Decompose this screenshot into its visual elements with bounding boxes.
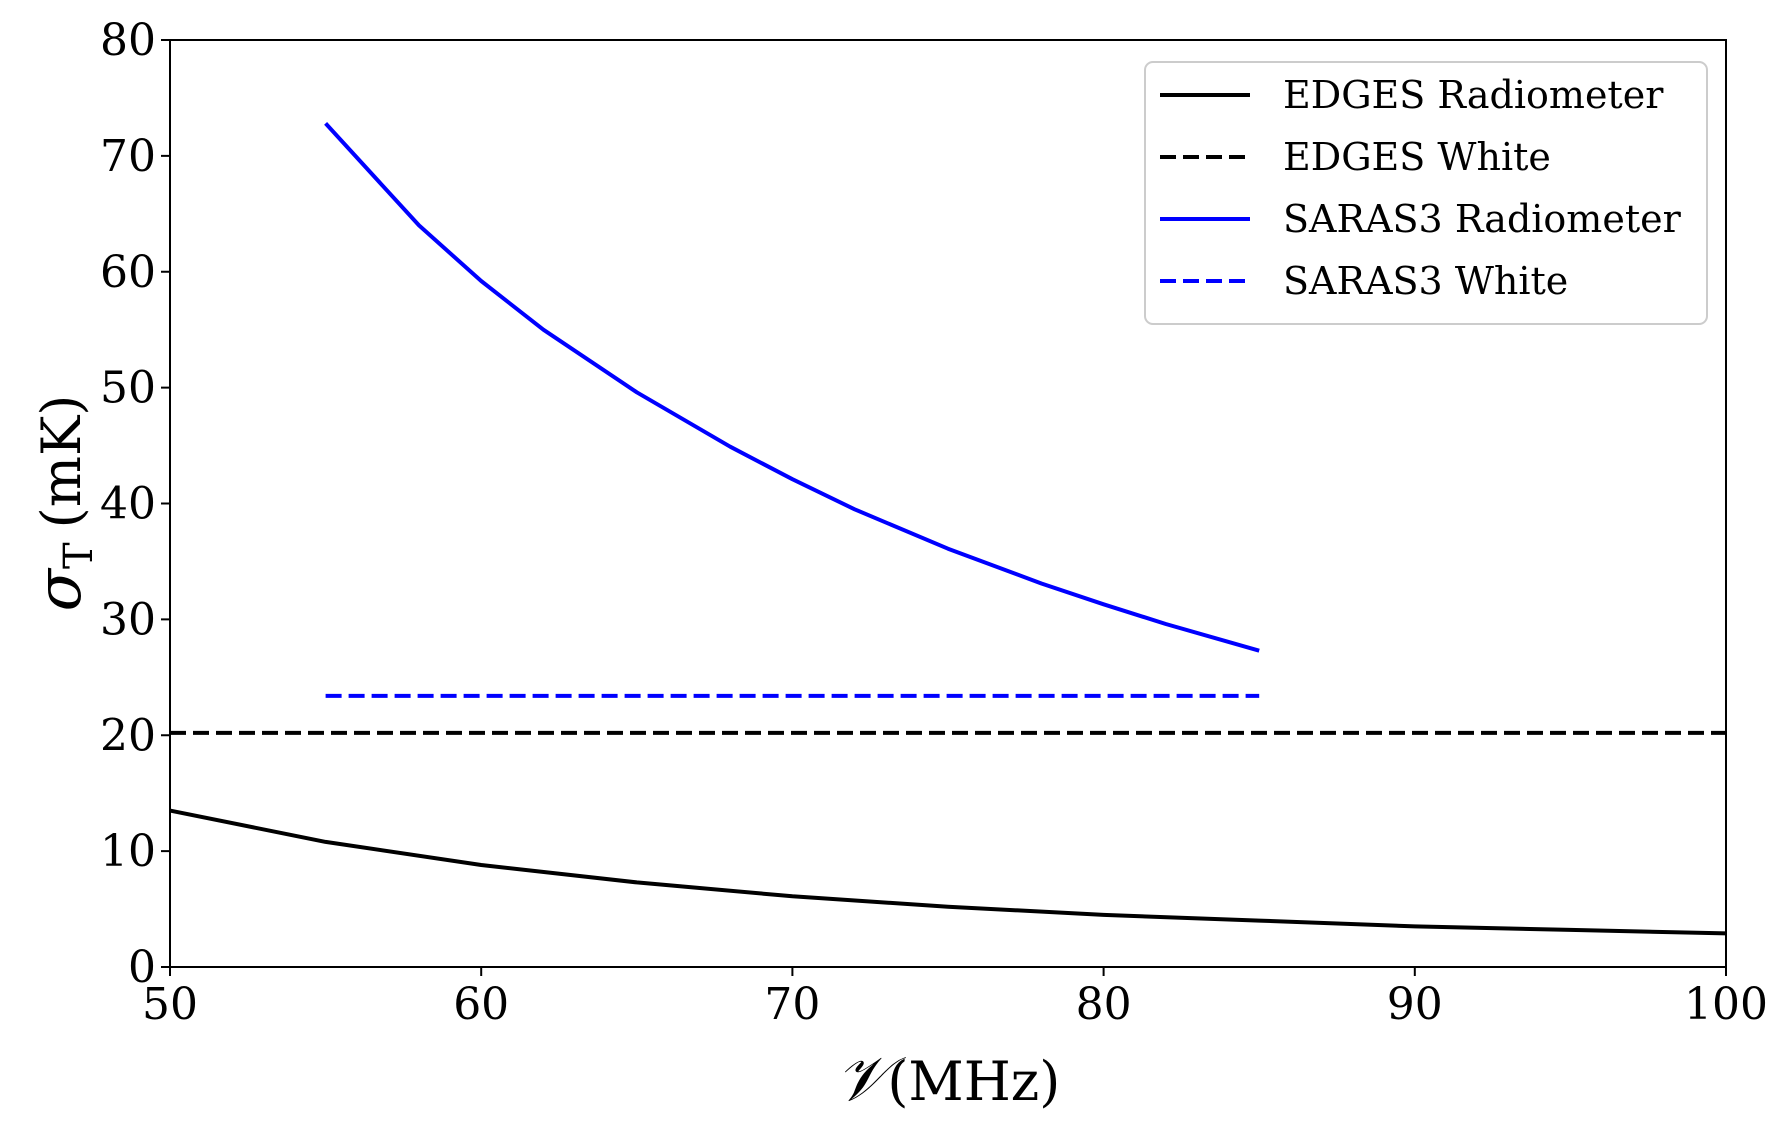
y-tick-label: 30 xyxy=(100,594,156,645)
y-tick-label: 70 xyxy=(100,131,156,182)
y-axis-symbol: σ xyxy=(22,567,95,611)
x-tick-label: 60 xyxy=(453,979,509,1030)
x-tick-label: 80 xyxy=(1076,979,1132,1030)
x-tick-label: 90 xyxy=(1387,979,1443,1030)
x-axis-unit: (MHz) xyxy=(887,1050,1060,1113)
y-axis-unit: (mK) xyxy=(30,395,93,529)
y-tick-label: 20 xyxy=(100,710,156,761)
legend-label-edges-white: EDGES White xyxy=(1283,135,1551,179)
y-tick-label: 80 xyxy=(100,15,156,66)
y-tick-label: 10 xyxy=(100,826,156,877)
legend: EDGES Radiometer EDGES White SARAS3 Radi… xyxy=(1144,61,1708,325)
legend-label-edges-radiometer: EDGES Radiometer xyxy=(1283,73,1664,117)
x-tick-label: 100 xyxy=(1684,979,1768,1030)
series-line-saras3-radiometer xyxy=(324,122,1260,653)
x-axis-title: 𝒱(MHz) xyxy=(836,1042,1061,1115)
legend-label-saras3-white: SARAS3 White xyxy=(1283,259,1568,303)
y-tick-label: 40 xyxy=(100,479,156,530)
x-tick-label: 70 xyxy=(764,979,820,1030)
ticks-layer: 50 60 70 80 90 100 0 10 20 30 40 50 60 70 80 xyxy=(100,15,1768,1030)
y-tick-label: 50 xyxy=(100,363,156,414)
legend-frame xyxy=(1144,61,1708,325)
series-layer xyxy=(169,122,1727,936)
series-line-edges-radiometer xyxy=(169,808,1727,936)
y-axis-title: σT (mK) xyxy=(22,395,102,612)
y-tick-label: 60 xyxy=(100,247,156,298)
y-axis-subscript: T xyxy=(56,542,102,569)
y-tick-label: 0 xyxy=(128,942,156,993)
legend-label-saras3-radiometer: SARAS3 Radiometer xyxy=(1283,197,1682,241)
x-tick-label: 50 xyxy=(142,979,198,1030)
